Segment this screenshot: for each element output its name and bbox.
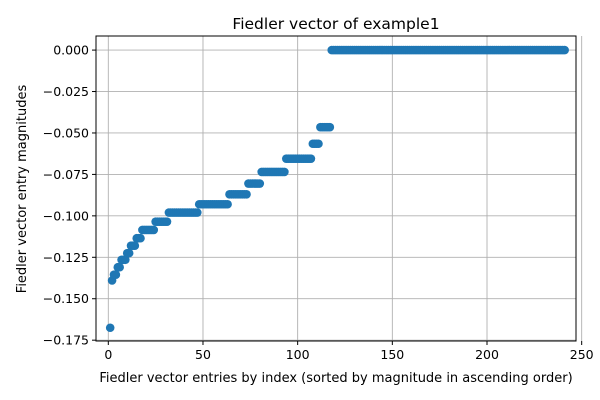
x-tick-label: 200 [475,347,499,362]
y-tick-label: −0.100 [43,208,89,223]
x-tick-label: 50 [195,347,211,362]
data-point [560,45,569,55]
y-axis-ticks: 0.000 −0.025 −0.050 −0.075 −0.100 −0.125 −0.15… [43,43,96,348]
data-point [255,179,265,188]
y-tick-label: −0.150 [43,291,89,306]
data-point [105,323,115,333]
data-point [121,255,130,265]
chart-title: Fiedler vector of example1 [232,15,439,33]
x-tick-label: 250 [570,347,594,362]
data-point [306,154,316,163]
x-tick-label: 0 [104,347,112,362]
y-tick-label: −0.050 [43,125,89,140]
data-point [115,262,124,272]
data-point [193,208,202,217]
data-point [111,270,121,279]
y-tick-label: 0.000 [53,43,89,58]
data-point [162,217,172,226]
data-points [105,45,569,333]
data-point [149,225,159,235]
x-tick-label: 100 [286,347,310,362]
data-point [280,167,289,177]
data-point [325,122,335,132]
y-tick-label: −0.125 [43,250,89,265]
x-axis-ticks: 0 50 100 150 200 250 [104,341,594,362]
y-axis-label: Fiedler vector entry magnitudes [15,85,30,294]
data-point [242,190,251,199]
data-point [130,241,140,250]
y-tick-label: −0.075 [43,167,89,182]
data-point [314,139,323,149]
data-point [223,199,232,209]
grid-lines [96,36,583,341]
data-point [136,233,145,243]
y-tick-label: −0.025 [43,84,89,99]
plot-frame [95,35,577,342]
data-point [124,248,134,258]
x-tick-label: 150 [380,347,404,362]
y-tick-label: −0.175 [43,333,89,348]
x-axis-label: Fiedler vector entries by index (sorted … [99,371,572,386]
